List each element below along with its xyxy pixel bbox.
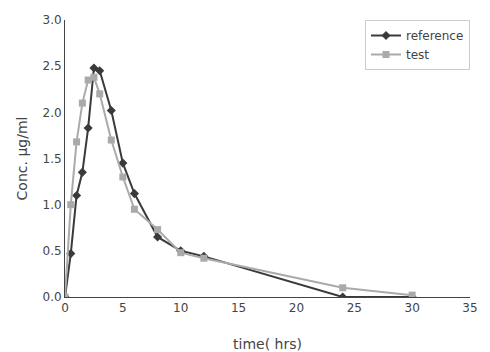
svg-text:0.0: 0.0	[43, 290, 62, 304]
svg-text:35: 35	[462, 301, 477, 315]
svg-text:10: 10	[173, 301, 188, 315]
svg-text:0: 0	[61, 301, 69, 315]
svg-text:5: 5	[119, 301, 127, 315]
svg-text:2.5: 2.5	[43, 59, 62, 73]
svg-text:3.0: 3.0	[43, 13, 62, 27]
svg-text:1.0: 1.0	[43, 198, 62, 212]
svg-text:25: 25	[347, 301, 362, 315]
svg-text:1.5: 1.5	[43, 152, 62, 166]
svg-text:time( hrs): time( hrs)	[233, 336, 302, 352]
svg-text:15: 15	[231, 301, 246, 315]
svg-text:reference: reference	[406, 29, 463, 43]
svg-text:Conc. μg/ml: Conc. μg/ml	[14, 117, 30, 201]
svg-text:2.0: 2.0	[43, 106, 62, 120]
svg-text:30: 30	[404, 301, 419, 315]
svg-text:20: 20	[289, 301, 304, 315]
svg-text:0.5: 0.5	[43, 244, 62, 258]
svg-text:test: test	[406, 48, 429, 62]
